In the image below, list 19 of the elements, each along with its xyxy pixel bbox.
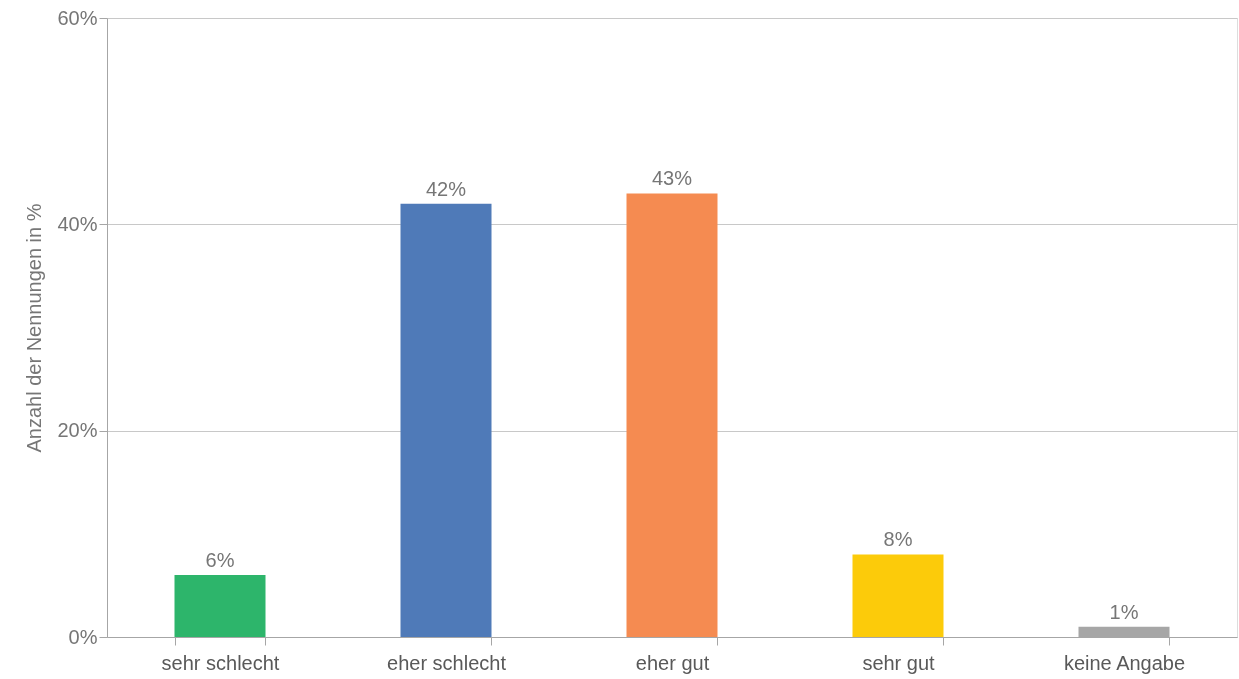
data-label: 43% [651,167,693,190]
x-tick-label: sehr gut [862,651,936,674]
y-tick-label: 60% [57,6,98,29]
y-axis-title: Anzahl der Nennungen in % [23,203,46,453]
y-tick-label: 20% [57,419,98,442]
y-tick-label: 40% [57,212,98,235]
bar [400,203,492,637]
data-label: 8% [883,528,913,551]
x-tick-label: eher gut [635,651,710,674]
data-label: 6% [205,549,235,572]
bar [852,554,944,637]
data-label: 1% [1109,600,1139,623]
x-tick-label: sehr schlecht [161,651,280,674]
x-tick-label: keine Angabe [1063,651,1186,674]
data-label: 42% [425,177,467,200]
x-tick-label: eher schlecht [387,651,507,674]
bar [626,193,718,637]
bar [174,575,266,637]
y-tick-label: 0% [68,625,98,648]
